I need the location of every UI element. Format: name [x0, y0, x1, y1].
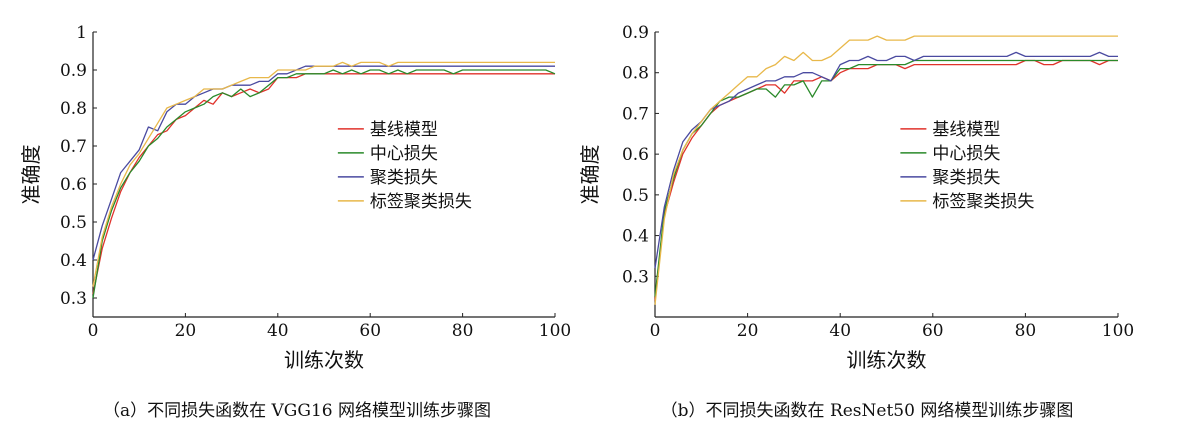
y-tick-label: 0.7 — [60, 137, 87, 157]
x-axis-label: 训练次数 — [284, 348, 364, 372]
figure-caption: （a）不同损失函数在 VGG16 网络模型训练步骤图 — [103, 401, 491, 421]
legend-entry-1: 基线模型 — [370, 120, 438, 140]
legend-entry-3: 聚类损失 — [370, 168, 438, 188]
y-tick-label: 0.9 — [60, 61, 87, 81]
x-tick-label: 0 — [650, 321, 661, 341]
legend-entry-1: 基线模型 — [932, 120, 1000, 140]
x-tick-label: 0 — [88, 321, 99, 341]
x-axis-label: 训练次数 — [847, 348, 927, 372]
legend-entry-3: 聚类损失 — [932, 168, 1000, 188]
series-line-3 — [92, 65, 555, 261]
x-tick-label: 100 — [1102, 321, 1134, 341]
y-tick-label: 1 — [76, 23, 87, 43]
y-tick-label: 0.7 — [622, 104, 649, 124]
vgg16-chart: 0 20 40 60 80 100 0.3 0.4 0.5 0.6 0.7 0.8 0.9 1 训练次数 准确… — [19, 23, 571, 421]
series-line-4 — [92, 61, 555, 287]
legend-entry-2: 中心损失 — [932, 144, 1000, 164]
figure-caption: （b）不同损失函数在 ResNet50 网络模型训练步骤图 — [661, 401, 1074, 421]
series-line-2 — [654, 59, 1118, 297]
legend-entry-4: 标签聚类损失 — [370, 192, 472, 212]
legend-entry-2: 中心损失 — [370, 144, 438, 164]
legend-entry-4: 标签聚类损失 — [932, 192, 1034, 212]
x-tick-label: 40 — [267, 321, 289, 341]
resnet50-chart: 0 20 40 60 80 100 0.3 0.4 0.5 0.6 0.7 0.8 0.9 训练次数 准确度… — [578, 23, 1134, 421]
x-tick-label: 60 — [922, 321, 944, 341]
series-line-1 — [92, 73, 555, 295]
y-tick-label: 0.8 — [60, 99, 87, 119]
y-tick-label: 0.3 — [60, 289, 87, 309]
y-tick-label: 0.9 — [622, 23, 649, 43]
y-axis-label: 准确度 — [578, 145, 602, 205]
y-tick-label: 0.6 — [60, 175, 87, 195]
y-tick-label: 0.5 — [622, 186, 649, 206]
x-tick-label: 60 — [359, 321, 381, 341]
y-tick-label: 0.8 — [622, 64, 649, 84]
y-axis-label: 准确度 — [19, 145, 43, 205]
series-line-3 — [654, 51, 1118, 269]
y-tick-label: 0.3 — [622, 267, 649, 287]
series-line-4 — [654, 35, 1118, 305]
x-tick-label: 40 — [829, 321, 851, 341]
y-tick-label: 0.4 — [60, 251, 87, 271]
series-line-2 — [92, 69, 556, 299]
y-tick-label: 0.4 — [622, 227, 649, 247]
y-tick-label: 0.5 — [60, 213, 87, 233]
y-tick-label: 0.6 — [622, 145, 649, 165]
x-tick-label: 80 — [1015, 321, 1037, 341]
x-tick-label: 100 — [539, 321, 571, 341]
x-tick-label: 20 — [737, 321, 759, 341]
x-tick-label: 80 — [452, 321, 474, 341]
x-tick-label: 20 — [175, 321, 197, 341]
